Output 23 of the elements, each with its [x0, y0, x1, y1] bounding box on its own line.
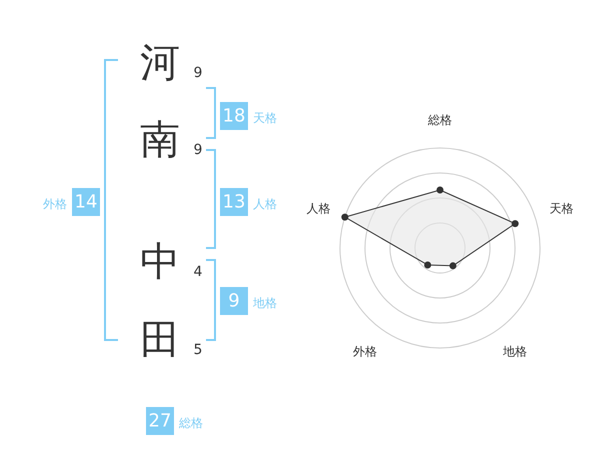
text: 総格: [178, 416, 203, 430]
category-label: 中: [140, 239, 180, 285]
text: 13: [222, 192, 246, 212]
text: 14: [74, 192, 98, 212]
text: 9: [228, 290, 240, 312]
spoke-label: 地格: [502, 344, 528, 359]
text: 18: [222, 106, 246, 126]
spoke-label: 外格: [352, 344, 377, 359]
text: 地格: [252, 296, 277, 310]
text: 27: [148, 410, 172, 432]
category-label: 田: [140, 317, 180, 363]
spoke-label: 総格: [427, 113, 452, 127]
text: 人格: [253, 197, 277, 211]
category-label: 河: [140, 40, 180, 86]
spoke-label: 天格: [550, 201, 574, 216]
category-label: 南: [140, 117, 180, 163]
text: 外格: [43, 197, 67, 211]
text: 9: [194, 65, 202, 81]
text: 4: [194, 264, 203, 280]
text: 5: [194, 342, 202, 358]
text: 9: [194, 142, 202, 158]
spoke-label: 人格: [306, 201, 330, 216]
text: 天格: [253, 111, 277, 125]
